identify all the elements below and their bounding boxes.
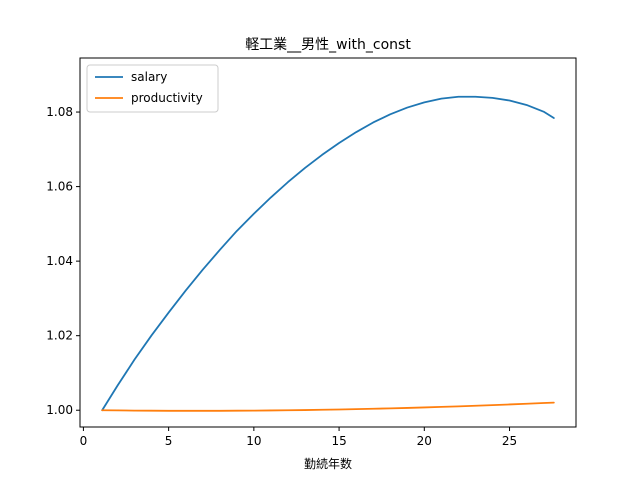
- x-tick-label: 0: [80, 434, 88, 448]
- y-tick-label: 1.04: [46, 254, 73, 268]
- legend-label-productivity: productivity: [131, 91, 203, 105]
- series-lines: [101, 95, 555, 412]
- x-tick-label: 5: [165, 434, 173, 448]
- x-tick-label: 25: [502, 434, 517, 448]
- y-tick-label: 1.02: [46, 329, 73, 343]
- y-tick-label: 1.08: [46, 105, 73, 119]
- plot-frame: [79, 57, 577, 428]
- y-tick-label: 1.00: [46, 403, 73, 417]
- x-tick-label: 20: [417, 434, 432, 448]
- series-line-productivity: [101, 401, 555, 412]
- series-line-salary: [101, 95, 555, 412]
- y-tick-label: 1.06: [46, 180, 73, 194]
- legend: salary productivity: [86, 64, 219, 113]
- chart-title: 軽工業__男性_with_const: [245, 37, 411, 53]
- x-axis: 0 5 10 15 20 25: [80, 427, 517, 448]
- y-axis: 1.00 1.02 1.04 1.06 1.08: [46, 105, 80, 417]
- x-axis-label: 勤続年数: [304, 456, 352, 471]
- x-tick-label: 10: [246, 434, 261, 448]
- x-tick-label: 15: [331, 434, 346, 448]
- legend-label-salary: salary: [131, 70, 167, 84]
